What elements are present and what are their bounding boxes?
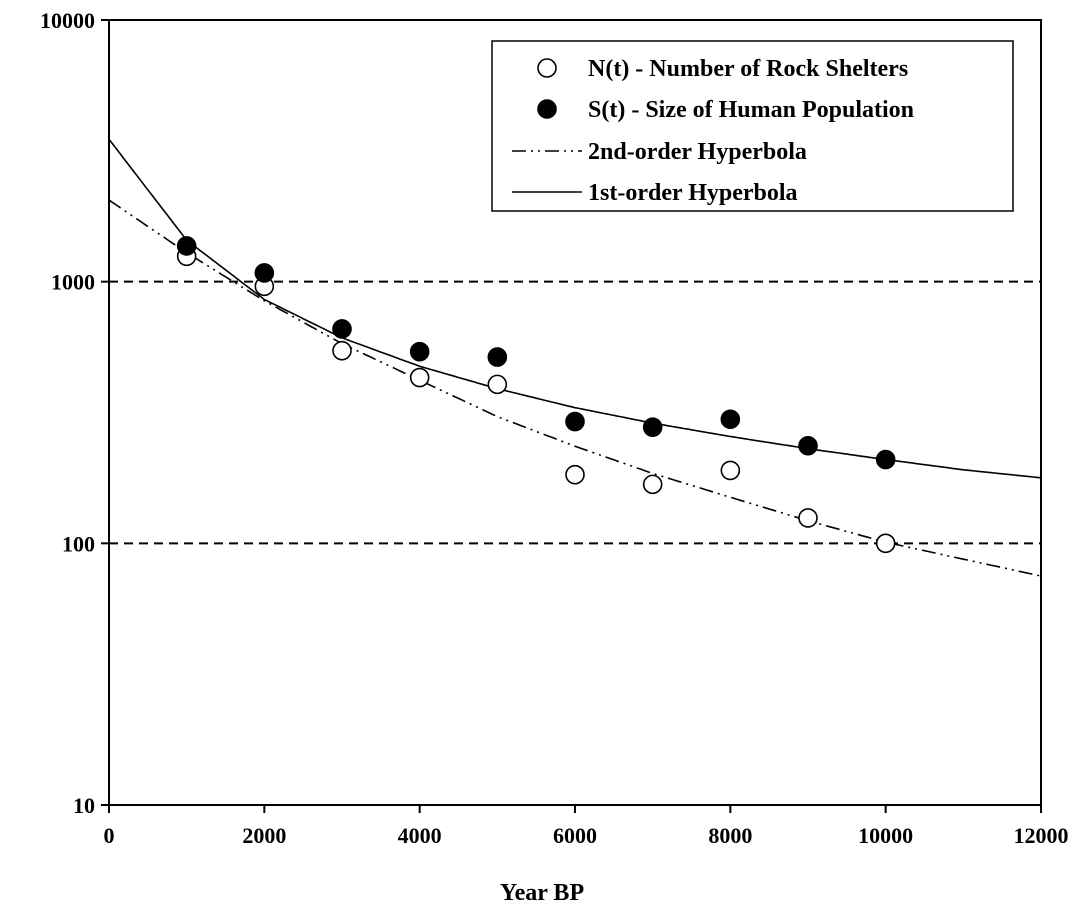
legend-box — [491, 40, 1014, 212]
x-tick-label: 2000 — [242, 823, 286, 848]
population-point — [254, 263, 275, 283]
y-tick-label: 100 — [62, 531, 95, 556]
rock-shelter-point — [875, 533, 896, 554]
x-tick-label: 4000 — [398, 823, 442, 848]
population-point — [875, 449, 896, 470]
y-tick-label: 1000 — [51, 270, 95, 295]
population-point — [798, 435, 818, 456]
legend-marker-rock-shelters — [537, 58, 557, 78]
population-point — [409, 341, 430, 362]
legend: N(t) - Number of Rock Shelters S(t) - Siz… — [491, 40, 1014, 212]
population-point — [642, 417, 663, 437]
x-tick-label: 0 — [104, 823, 115, 848]
x-tick-label: 10000 — [858, 823, 913, 848]
x-tick-label: 12000 — [1014, 823, 1069, 848]
axis-ticks — [101, 19, 1042, 813]
second-order-hyperbola-line — [108, 199, 1042, 577]
rock-shelter-point — [332, 340, 352, 361]
x-tick-label: 8000 — [708, 823, 752, 848]
population-point — [487, 347, 508, 367]
y-tick-label: 10000 — [40, 8, 95, 33]
population-point — [565, 411, 585, 432]
rock-shelter-point — [642, 474, 663, 495]
legend-label: S(t) - Size of Human Population — [588, 97, 914, 123]
rock-shelter-point — [487, 374, 508, 395]
data-markers — [176, 236, 896, 554]
legend-label: 2nd-order Hyperbola — [588, 139, 807, 165]
population-point — [332, 319, 352, 339]
x-axis-title: Year BP — [500, 880, 584, 906]
tick-labels: 0 2000 4000 6000 8000 10000 12000 10 100 1000 1000… — [40, 8, 1069, 848]
population-point — [176, 236, 197, 256]
legend-label: 1st-order Hyperbola — [588, 180, 798, 206]
rock-shelter-point — [720, 460, 741, 481]
rock-shelter-point — [798, 508, 818, 528]
population-point — [720, 409, 741, 430]
rock-shelter-point — [409, 367, 430, 388]
y-tick-label: 10 — [73, 793, 95, 818]
legend-label: N(t) - Number of Rock Shelters — [588, 56, 908, 82]
legend-marker-population — [537, 99, 557, 119]
x-tick-label: 6000 — [553, 823, 597, 848]
rock-shelter-point — [565, 464, 585, 485]
